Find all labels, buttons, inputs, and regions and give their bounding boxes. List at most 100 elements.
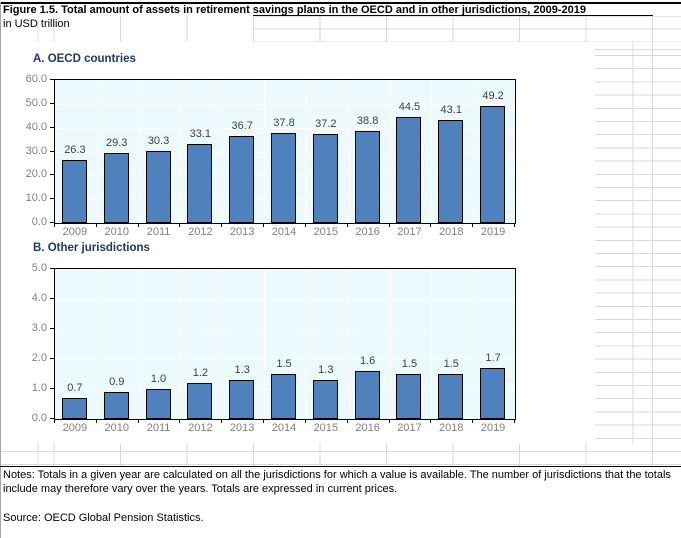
x-tick-mark [263, 223, 265, 227]
v-gridline [138, 80, 140, 223]
y-tick-label: 0.0 [31, 216, 47, 228]
v-gridline [96, 269, 98, 419]
x-category-label: 2010 [104, 226, 129, 238]
bar-value-label: 29.3 [106, 137, 128, 150]
x-tick-mark [54, 223, 55, 227]
bar-value-label: 38.8 [356, 114, 379, 127]
y-tick-mark [50, 79, 54, 80]
v-gridline [180, 269, 182, 419]
bar-value-label: 1.5 [276, 358, 292, 370]
y-tick-label: 10.0 [25, 192, 47, 205]
plot-area-b [54, 268, 516, 420]
bar-2013 [229, 135, 255, 223]
y-tick-label: 20.0 [25, 168, 47, 181]
y-tick-label: 30.0 [25, 144, 47, 157]
x-tick-mark [95, 223, 97, 227]
bar-2017 [396, 116, 422, 223]
x-tick-mark [304, 223, 306, 227]
x-tick-mark [514, 223, 515, 227]
x-category-label: 2018 [439, 226, 464, 238]
x-tick-mark [472, 419, 474, 423]
panel-title-a: A. OECD countries [33, 53, 136, 65]
x-category-label: 2017 [397, 226, 422, 238]
v-gridline [473, 269, 475, 419]
x-tick-mark [179, 223, 181, 227]
y-tick-label: 50.0 [25, 96, 47, 109]
bar-value-label: 26.3 [64, 144, 86, 157]
bar-2015 [312, 134, 338, 223]
y-tick-label: 3.0 [31, 322, 47, 334]
panel-title-b: B. Other jurisdictions [33, 242, 150, 254]
v-gridline [264, 269, 266, 419]
bar-value-label: 37.2 [315, 118, 337, 131]
bar-value-label: 1.2 [192, 367, 208, 379]
v-gridline [180, 80, 182, 223]
spreadsheet-grid-bottom [0, 443, 681, 466]
y-tick-label: 1.0 [31, 382, 47, 394]
notes-divider-rule [0, 466, 681, 467]
bar-value-label: 1.5 [443, 358, 459, 370]
bar-2018 [438, 374, 464, 419]
x-tick-mark [54, 419, 55, 423]
y-tick-mark [50, 418, 54, 419]
bar-value-label: 1.3 [234, 364, 250, 376]
bar-2009 [61, 160, 87, 223]
v-gridline [264, 80, 266, 223]
bar-value-label: 49.2 [482, 89, 504, 102]
bar-2009 [61, 398, 87, 419]
x-category-label: 2014 [271, 422, 297, 434]
bar-2019 [480, 368, 506, 419]
v-gridline [347, 269, 349, 419]
y-tick-mark [50, 198, 54, 200]
bar-value-label: 36.7 [231, 119, 253, 132]
x-category-label: 2016 [355, 422, 380, 434]
v-gridline [389, 269, 391, 419]
source-text: Source: OECD Global Pension Statistics. [3, 512, 204, 524]
bar-2017 [396, 374, 422, 419]
x-category-label: 2013 [229, 226, 255, 238]
x-tick-mark [430, 223, 432, 227]
x-tick-mark [388, 223, 390, 227]
y-tick-label: 2.0 [31, 352, 47, 364]
bar-2011 [145, 389, 171, 419]
y-tick-label: 4.0 [31, 292, 47, 304]
x-category-label: 2018 [439, 422, 464, 434]
x-tick-mark [179, 419, 181, 423]
bar-2019 [480, 105, 506, 223]
bar-2010 [103, 392, 129, 419]
y-tick-label: 40.0 [25, 120, 47, 133]
x-tick-mark [346, 223, 348, 227]
bar-value-label: 33.1 [189, 128, 212, 141]
y-tick-mark [50, 268, 54, 269]
plot-area-a [54, 79, 516, 224]
x-category-label: 2015 [313, 422, 339, 434]
v-gridline [347, 80, 349, 223]
v-gridline [389, 80, 391, 223]
v-gridline [473, 80, 475, 223]
x-category-label: 2015 [313, 226, 339, 238]
v-gridline [431, 80, 433, 223]
bar-value-label: 0.9 [109, 376, 125, 388]
bar-2016 [354, 371, 380, 419]
y-tick-label: 5.0 [31, 262, 47, 274]
h-gridline [55, 127, 515, 129]
y-tick-mark [50, 102, 54, 104]
bar-2013 [229, 380, 255, 419]
v-gridline [96, 80, 98, 223]
bar-value-label: 1.3 [318, 364, 334, 376]
x-tick-mark [263, 419, 265, 423]
bar-value-label: 0.7 [67, 382, 83, 394]
h-gridline [55, 329, 515, 330]
bar-2010 [103, 153, 129, 223]
v-gridline [305, 269, 307, 419]
y-tick-mark [50, 222, 54, 223]
bar-value-label: 43.1 [440, 104, 462, 117]
y-tick-mark [50, 358, 54, 359]
spreadsheet-grid-right [595, 42, 681, 444]
bar-2012 [187, 144, 213, 223]
y-tick-label: 60.0 [25, 73, 47, 85]
y-tick-mark [50, 298, 54, 299]
x-tick-mark [137, 223, 139, 227]
bar-value-label: 1.7 [485, 352, 501, 364]
